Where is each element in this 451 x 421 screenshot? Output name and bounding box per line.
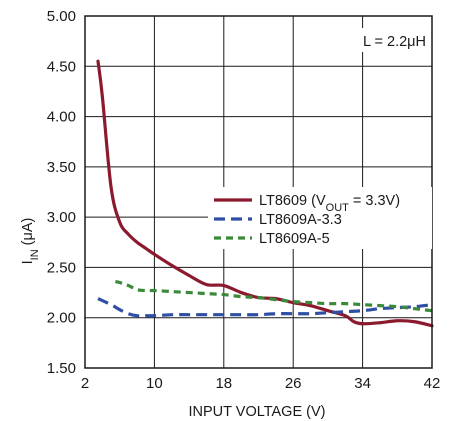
x-tick-label: 42: [424, 375, 441, 392]
x-tick-label: 26: [285, 375, 302, 392]
grid: [85, 16, 432, 368]
legend-background: [208, 187, 432, 249]
series-line-lt8609a-3-3: [97, 297, 433, 318]
x-axis-label: INPUT VOLTAGE (V): [189, 404, 326, 420]
legend-label-lt8609: LT8609 (VOUT = 3.3V): [259, 193, 400, 214]
legend-label-lt8609a-3-3: LT8609A-3.3: [259, 212, 342, 228]
series-line-lt8609: [96, 59, 434, 328]
y-tick-label: 3.50: [47, 159, 76, 176]
y-tick-label: 1.50: [47, 360, 76, 377]
legend-label-lt8609a-5: LT8609A-5: [259, 231, 330, 247]
x-tick-label: 2: [81, 375, 89, 392]
x-tick-label: 10: [146, 375, 163, 392]
y-tick-label: 4.50: [47, 58, 76, 75]
inductance-annotation: L = 2.2μH: [363, 34, 426, 50]
y-tick-label: 5.00: [47, 8, 76, 25]
series-lines: [96, 59, 434, 328]
y-tick-label: 3.00: [47, 209, 76, 226]
x-tick-label: 34: [354, 375, 371, 392]
y-tick-label: 2.50: [47, 259, 76, 276]
y-axis-label: IIN (μA): [20, 218, 41, 265]
y-tick-label: 2.00: [47, 310, 76, 327]
x-tick-label: 18: [215, 375, 232, 392]
y-tick-label: 4.00: [47, 109, 76, 126]
annotation-background: [334, 28, 430, 52]
series-line-lt8609a-5: [114, 279, 433, 313]
legend: LT8609 (VOUT = 3.3V) LT8609A-3.3 LT8609A…: [208, 187, 432, 249]
y-tick-labels: 1.50 2.00 2.50 3.00 3.50 4.00 4.50 5.00: [47, 8, 76, 377]
x-tick-labels: 2 10 18 26 34 42: [81, 375, 441, 392]
